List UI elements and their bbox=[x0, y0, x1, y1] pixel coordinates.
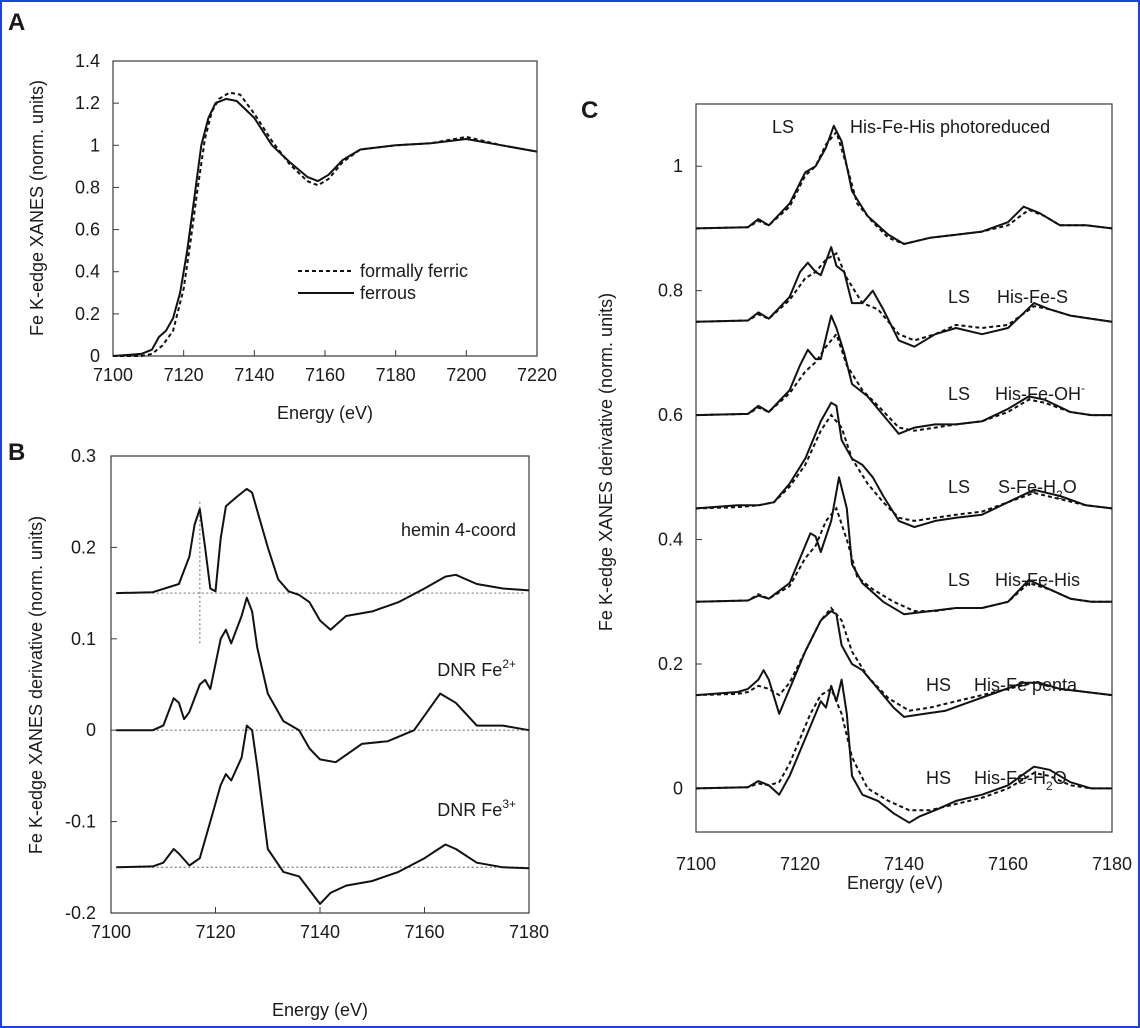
panel-c: C 7100 7120 7140 7160 7180 0 0.2 0.4 0.6 0.8 1 LS H… bbox=[581, 97, 1132, 893]
series-b-1 bbox=[116, 596, 530, 764]
x-tick-label: 7100 bbox=[93, 365, 133, 385]
series-c-3-solid bbox=[695, 401, 1113, 529]
label-name-5: His-Fe penta bbox=[974, 675, 1078, 695]
x-tick-label: 7160 bbox=[988, 854, 1028, 874]
label-name-4: His-Fe-His bbox=[995, 570, 1080, 590]
series-b-0 bbox=[116, 487, 530, 631]
series-c-0-solid bbox=[695, 124, 1113, 245]
legend-label-ferrous: ferrous bbox=[360, 283, 416, 303]
x-tick-label: 7160 bbox=[305, 365, 345, 385]
y-tick-label: 0.4 bbox=[75, 262, 100, 282]
panel-a-ylabel: Fe K-edge XANES (norm. units) bbox=[27, 80, 47, 336]
x-tick-label: 7140 bbox=[300, 922, 340, 942]
label-state-6: HS bbox=[926, 768, 951, 788]
x-tick-label: 7180 bbox=[1092, 854, 1132, 874]
label-state-5: HS bbox=[926, 675, 951, 695]
series-b-2 bbox=[116, 724, 530, 905]
y-tick-label: 0.6 bbox=[75, 220, 100, 240]
y-tick-label: 1 bbox=[90, 135, 100, 155]
y-tick-label: 0.2 bbox=[658, 654, 683, 674]
y-tick-label: 0 bbox=[86, 720, 96, 740]
series-c-6-solid bbox=[695, 678, 1112, 824]
label-name-2: His-Fe-OH- bbox=[995, 381, 1085, 404]
series-c-1-dashed bbox=[695, 251, 1113, 342]
panel-b-xlabel: Energy (eV) bbox=[272, 1000, 368, 1020]
y-tick-label: 0.3 bbox=[71, 446, 96, 466]
x-tick-label: 7140 bbox=[234, 365, 274, 385]
panel-c-plot-area bbox=[695, 103, 1113, 833]
x-tick-label: 7160 bbox=[404, 922, 444, 942]
x-tick-label: 7180 bbox=[509, 922, 549, 942]
panel-a-letter: A bbox=[8, 9, 25, 36]
y-tick-label: 0.2 bbox=[75, 304, 100, 324]
label-state-1: LS bbox=[948, 287, 970, 307]
series-c-6-dashed bbox=[695, 687, 1112, 812]
legend-label-ferric: formally ferric bbox=[360, 261, 468, 281]
panel-a-xlabel: Energy (eV) bbox=[277, 403, 373, 423]
label-state-0: LS bbox=[772, 117, 794, 137]
label-state-3: LS bbox=[948, 477, 970, 497]
y-tick-label: 0.1 bbox=[71, 629, 96, 649]
panel-a-plot-area bbox=[112, 60, 538, 357]
y-tick-label: 0.4 bbox=[658, 530, 683, 550]
y-tick-label: 1.2 bbox=[75, 93, 100, 113]
series-c-0-dashed bbox=[695, 129, 1113, 246]
x-tick-label: 7220 bbox=[517, 365, 557, 385]
panel-c-ticks: 7100 7120 7140 7160 7180 0 0.2 0.4 0.6 0.8 1 bbox=[658, 156, 1132, 874]
panel-a-legend: formally ferric ferrous bbox=[298, 261, 468, 303]
y-tick-label: -0.1 bbox=[65, 812, 96, 832]
label-name-6: His-Fe-H2O bbox=[974, 768, 1067, 793]
x-tick-label: 7120 bbox=[195, 922, 235, 942]
series-c-5-solid bbox=[695, 610, 1113, 718]
y-tick-label: 0.2 bbox=[71, 537, 96, 557]
y-tick-label: 1.4 bbox=[75, 51, 100, 71]
label-dnr-fe3: DNR Fe3+ bbox=[437, 797, 516, 820]
panel-c-xlabel: Energy (eV) bbox=[847, 873, 943, 893]
panel-b-ylabel: Fe K-edge XANES derivative (norm. units) bbox=[26, 516, 46, 854]
panel-a-curves bbox=[112, 91, 538, 357]
panel-b-letter: B bbox=[8, 439, 25, 466]
series-c-2-dashed bbox=[695, 332, 1112, 432]
series-c-1-solid bbox=[695, 246, 1113, 348]
series-c-4-solid bbox=[695, 476, 1112, 616]
x-tick-label: 7100 bbox=[676, 854, 716, 874]
series-c-2-solid bbox=[695, 314, 1112, 435]
label-dnr-fe2: DNR Fe2+ bbox=[437, 657, 516, 680]
x-tick-label: 7180 bbox=[376, 365, 416, 385]
series-c-5-dashed bbox=[695, 606, 1113, 712]
series-c-3-dashed bbox=[695, 413, 1113, 522]
panel-b-ticks: 7100 7120 7140 7160 7180 -0.2 -0.1 0 0.1 0.2 0.3 bbox=[65, 446, 549, 942]
y-tick-label: -0.2 bbox=[65, 903, 96, 923]
panel-b-curves bbox=[116, 487, 530, 905]
series-formally-ferric bbox=[113, 91, 538, 357]
y-tick-label: 1 bbox=[673, 156, 683, 176]
y-tick-label: 0.8 bbox=[658, 281, 683, 301]
panel-a-ticks: 7100 7120 7140 7160 7180 7200 7220 0 0.2 0.4 0.6 0.… bbox=[75, 51, 557, 385]
x-tick-label: 7120 bbox=[780, 854, 820, 874]
panel-c-labels: LS His-Fe-His photoreduced LS His-Fe-S LS His… bbox=[772, 117, 1085, 793]
x-tick-label: 7100 bbox=[91, 922, 131, 942]
panel-c-curves bbox=[695, 124, 1113, 824]
label-name-0: His-Fe-His photoreduced bbox=[850, 117, 1050, 137]
x-tick-label: 7140 bbox=[884, 854, 924, 874]
panel-c-ylabel: Fe K-edge XANES derivative (norm. units) bbox=[596, 293, 616, 631]
y-tick-label: 0.8 bbox=[75, 177, 100, 197]
panel-a: A 7100 7120 7140 7160 7180 7200 7220 0 0.2 0.4 0.6… bbox=[8, 9, 557, 423]
label-name-3: S-Fe-H2O bbox=[998, 477, 1077, 502]
x-tick-label: 7200 bbox=[446, 365, 486, 385]
x-tick-label: 7120 bbox=[164, 365, 204, 385]
label-state-2: LS bbox=[948, 384, 970, 404]
panel-b: B 7100 7120 7140 7160 7180 -0.2 -0.1 0 0.1 0.2 0.3… bbox=[8, 439, 549, 1020]
series-ferrous bbox=[112, 97, 538, 357]
series-c-4-dashed bbox=[695, 506, 1112, 613]
y-tick-label: 0 bbox=[90, 346, 100, 366]
y-tick-label: 0 bbox=[673, 778, 683, 798]
y-tick-label: 0.6 bbox=[658, 405, 683, 425]
label-state-4: LS bbox=[948, 570, 970, 590]
label-name-1: His-Fe-S bbox=[997, 287, 1068, 307]
label-hemin-4-coord: hemin 4-coord bbox=[401, 520, 516, 540]
panel-c-letter: C bbox=[581, 97, 598, 124]
